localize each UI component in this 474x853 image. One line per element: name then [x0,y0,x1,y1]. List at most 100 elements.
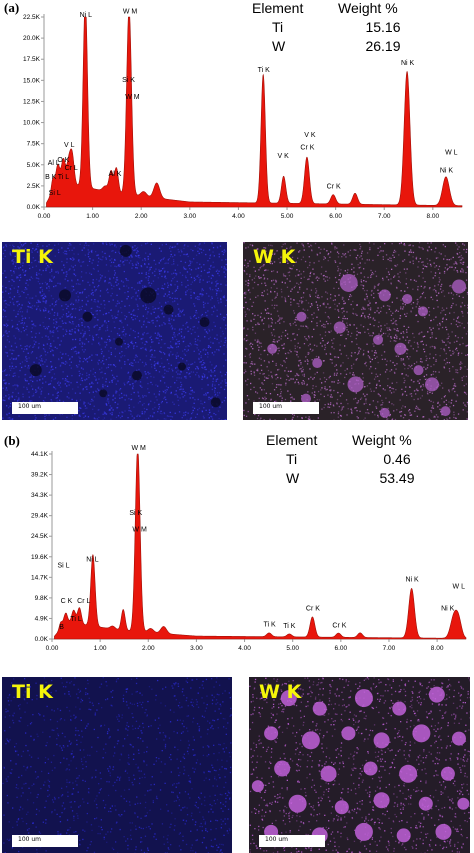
map-pixel [293,332,295,335]
map-pixel [424,265,426,267]
map-pixel [265,284,267,287]
map-pixel [126,722,128,724]
map-pixel [190,390,192,392]
map-pixel [119,360,121,362]
map-pixel [301,366,304,368]
map-pixel [145,326,148,328]
map-pixel [180,311,182,314]
map-pixel [280,318,282,320]
map-pixel [146,317,148,319]
map-pixel [317,306,319,309]
map-pixel [101,325,103,327]
map-pixel [340,334,342,336]
map-pixel [79,292,81,294]
map-pixel [213,412,215,415]
map-pixel [69,364,71,366]
map-pixel [19,274,22,276]
map-pixel [147,277,150,280]
map-pixel [280,338,282,340]
map-pixel [18,293,20,295]
map-pixel [258,276,260,278]
map-pixel [252,326,254,328]
map-pixel [368,368,371,370]
map-pixel [155,384,157,386]
map-pixel [58,251,60,254]
map-pixel [290,246,292,248]
map-pixel [336,247,338,249]
map-pixel [183,336,186,338]
map-pixel [132,310,134,312]
map-pixel [247,378,249,380]
map-pixel [330,389,332,391]
map-pixel [247,328,249,330]
map-pixel [309,275,311,277]
map-pixel [81,341,83,343]
map-pixel [187,255,189,258]
map-pixel [456,263,458,265]
map-pixel [169,341,172,343]
map-pixel [313,394,315,396]
map-pixel [328,307,330,309]
map-pixel [31,395,33,397]
map-pixel [223,316,225,318]
map-pixel [115,392,117,394]
map-pixel [123,798,125,800]
map-pixel [33,361,35,363]
map-pixel [368,382,370,385]
map-pixel [154,356,156,358]
map-pixel [124,292,126,294]
map-pixel [453,318,455,321]
map-pixel [44,415,46,418]
map-pixel [150,375,152,378]
map-pixel [296,269,298,271]
map-pixel [419,397,422,399]
map-pixel [5,387,8,389]
map-pixel [389,413,391,416]
map-pixel [68,311,70,313]
map-pixel [250,346,252,348]
map-pixel [341,334,343,336]
map-pixel [347,403,349,405]
map-pixel [364,308,366,310]
map-pixel [450,284,452,287]
map-pixel [111,292,113,295]
map-pixel [252,313,254,315]
map-pixel [374,367,377,370]
map-pixel [318,277,320,279]
map-pixel [261,320,263,322]
map-pixel [210,264,212,267]
map-pixel [419,257,421,260]
map-pixel [431,345,433,348]
map-pixel [245,362,247,364]
map-pixel [428,307,430,309]
map-pixel [104,413,106,415]
map-pixel [316,296,319,299]
map-pixel [426,367,429,369]
map-pixel [328,406,331,408]
map-pixel [124,343,126,345]
map-particle [132,370,142,381]
map-pixel [453,311,455,314]
map-pixel [300,273,302,275]
map-pixel [330,251,332,253]
map-pixel [69,330,71,332]
map-pixel [416,303,418,305]
map-particle [267,343,278,354]
map-pixel [285,384,287,386]
map-pixel [187,279,189,281]
map-pixel [159,270,161,272]
map-pixel [175,346,178,348]
map-pixel [164,262,166,265]
map-pixel [83,288,86,291]
map-pixel [73,289,75,291]
map-pixel [319,305,321,307]
map-pixel [412,307,414,309]
map-pixel [32,388,34,390]
map-pixel [53,276,55,278]
map-pixel [26,388,28,390]
map-pixel [249,343,251,346]
map-pixel [31,250,33,252]
map-pixel [457,256,460,258]
map-pixel [70,303,72,306]
map-pixel [69,682,71,684]
